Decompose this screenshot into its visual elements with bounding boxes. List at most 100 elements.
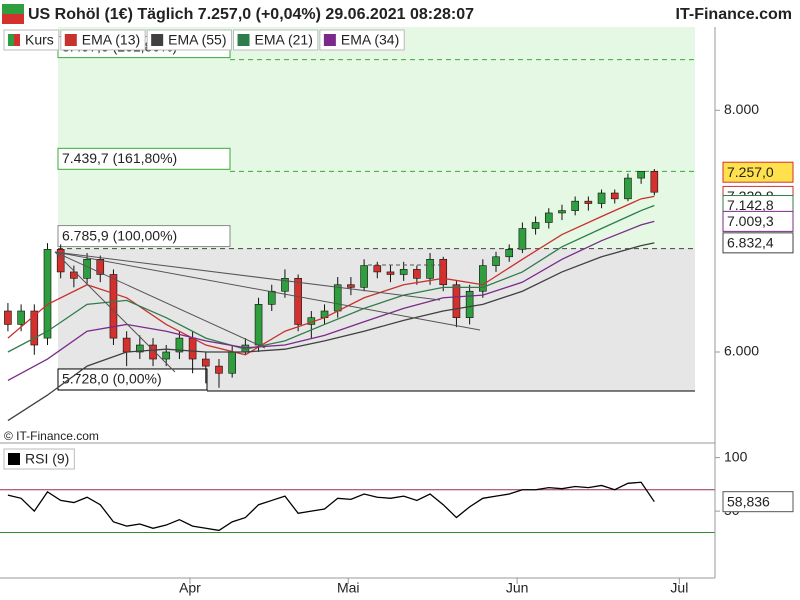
price-panel: 5.728,0 (0,00%) 6.785,9 (100,00%) 7.439,7 …: [4, 27, 695, 422]
legend-label: EMA (21): [255, 32, 313, 48]
y-tick-label: 8.000: [724, 101, 759, 117]
line-series: [7, 242, 655, 422]
watermark: © IT-Finance.com: [4, 429, 99, 443]
fib-label-box: [57, 225, 231, 248]
candle-body: [518, 228, 527, 250]
candle-body: [637, 170, 645, 179]
axes: 6.0008.000AprMaiJunJul7.257,07.220,86.83…: [179, 101, 794, 596]
candle-body: [188, 337, 197, 360]
legend-swatch: [64, 34, 77, 46]
last-value-label: 7.257,0: [727, 164, 774, 180]
last-value-label: 6.832,4: [727, 235, 774, 251]
candle-body: [201, 358, 210, 367]
fib-label: 7.439,7 (161,80%): [62, 150, 177, 166]
line-series: [7, 481, 655, 532]
y-tick-label: 6.000: [724, 343, 759, 359]
candle-body: [136, 344, 144, 353]
candle-body: [228, 351, 236, 374]
last-value-box: [722, 210, 794, 232]
last-value-box: [722, 491, 794, 513]
legend-box: [233, 29, 319, 51]
fib-label-box: [57, 147, 231, 170]
legend: Kurs EMA (13) EMA (55) EMA (21) EMA (34) RSI …: [3, 29, 405, 470]
candle-body: [30, 310, 39, 346]
legend-swatch: [8, 453, 20, 465]
fib-label: 6.785,9 (100,00%): [62, 227, 177, 243]
candle-body: [439, 258, 448, 286]
x-tick-label: Mai: [337, 580, 360, 596]
last-value-label: 58,836: [727, 493, 770, 509]
legend-box: [319, 29, 405, 51]
line-series: [7, 195, 655, 356]
candle-body: [610, 192, 619, 200]
legend-swatch: [151, 34, 164, 46]
candle-body: [571, 200, 579, 211]
legend-label: Kurs: [25, 32, 54, 48]
fan-line: [54, 251, 441, 301]
legend-box: [60, 29, 146, 51]
x-tick-label: Apr: [179, 580, 201, 596]
candle-body: [17, 310, 25, 325]
candle-body: [360, 265, 368, 288]
candle-body: [281, 278, 289, 292]
fib-label-box: [57, 368, 208, 391]
candle-body: [333, 284, 342, 312]
header-title: US Rohöl (1€) Täglich 7.257,0 (+0,04%) 2…: [28, 6, 474, 23]
legend-swatch: [237, 34, 250, 46]
fib-label: 5.728,0 (0,00%): [62, 371, 162, 387]
candle-body: [162, 351, 171, 360]
candle-body: [558, 210, 566, 214]
legend-label: EMA (55): [168, 32, 226, 48]
candle-body: [149, 344, 157, 360]
last-value-label: 7.142,8: [727, 197, 774, 213]
brand: IT-Finance.com: [676, 6, 792, 23]
legend-label: EMA (13): [82, 32, 140, 48]
candle-body: [373, 265, 382, 273]
candle-body: [96, 258, 105, 275]
candle-body: [413, 269, 421, 279]
legend-label: RSI (9): [25, 451, 69, 467]
candle-body: [426, 258, 434, 279]
line-series: [7, 204, 655, 353]
last-value-label: 7.009,3: [727, 213, 774, 229]
last-value-box: [722, 161, 794, 183]
candle-body: [584, 200, 593, 204]
legend-box: [3, 448, 75, 470]
legend-swatch: [14, 34, 20, 46]
candle-body: [254, 304, 263, 346]
legend-swatch: [8, 34, 14, 46]
candle-body: [215, 365, 223, 374]
candle-body: [531, 222, 540, 229]
last-value-box: [722, 232, 794, 254]
candle-body: [83, 258, 91, 279]
candle-body: [70, 271, 78, 279]
candle-body: [109, 274, 118, 339]
x-tick-label: Jul: [670, 580, 688, 596]
candle-body: [386, 271, 395, 275]
candle-body: [4, 310, 12, 325]
candle-body: [479, 265, 487, 292]
candle-body: [465, 290, 474, 319]
candle-body: [347, 284, 355, 288]
y-tick-label: 100: [724, 448, 748, 464]
fan-line: [54, 251, 266, 349]
candle-body: [294, 278, 302, 325]
candle-body: [399, 269, 408, 275]
fan-line: [54, 251, 176, 373]
legend-item: EMA (34): [319, 29, 405, 51]
legend-item: Kurs: [3, 29, 60, 51]
legend-item: EMA (21): [233, 29, 319, 51]
legend-item: EMA (13): [60, 29, 146, 51]
legend-swatch: [323, 34, 336, 46]
candle-body: [597, 192, 606, 204]
legend-box: [146, 29, 233, 51]
candle-body: [505, 249, 514, 258]
legend-item: EMA (55): [146, 29, 233, 51]
candle-body: [650, 170, 659, 193]
trend-lines: [54, 251, 481, 373]
candle-body: [544, 212, 553, 223]
candle-body: [175, 337, 184, 353]
fib-zone: [58, 27, 695, 249]
